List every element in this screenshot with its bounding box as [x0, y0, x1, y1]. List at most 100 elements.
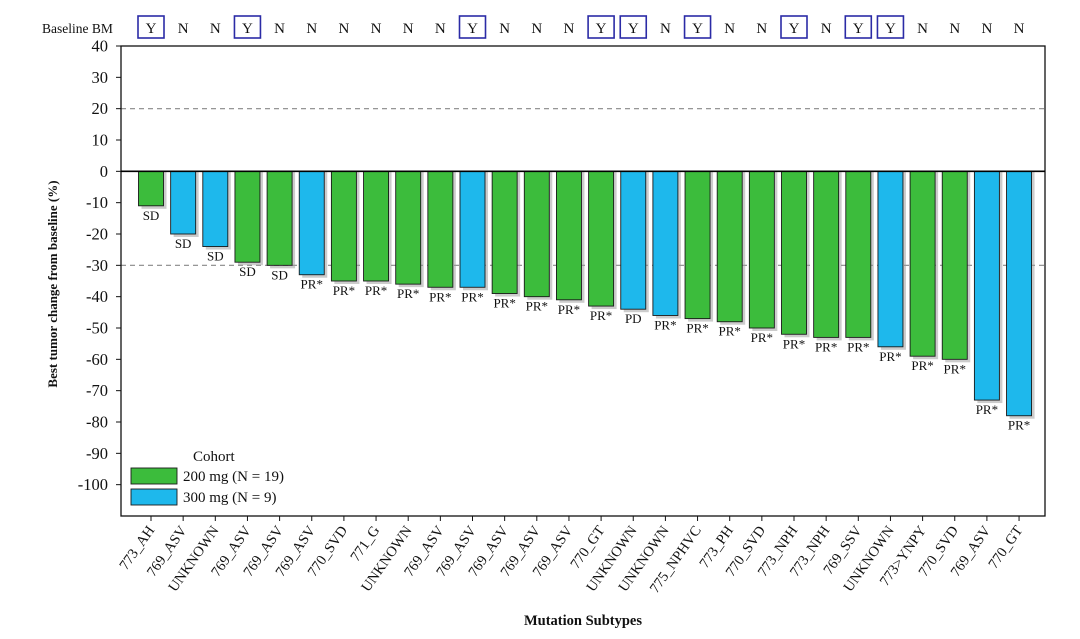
baseline-bm-value: N	[499, 21, 510, 37]
bar-response-label: PR*	[718, 324, 740, 339]
bar	[845, 170, 872, 338]
bar-response-label: PR*	[429, 289, 451, 304]
baseline-bm-row: Baseline BM Y N N Y N N N N N N Y N N N Y Y N Y N N Y N Y Y N N N N	[42, 15, 1025, 39]
baseline-bm-box	[844, 15, 873, 39]
bar-response-label: SD	[175, 236, 192, 251]
legend-swatch	[130, 488, 178, 506]
bar	[813, 170, 840, 338]
bar-response-label: PR*	[1008, 418, 1030, 433]
plot-frame	[120, 45, 1046, 517]
y-tick-label: 30	[92, 68, 109, 87]
baseline-bm-box	[233, 15, 262, 39]
bar-response-label: SD	[143, 208, 160, 223]
bar-response-label: PR*	[686, 321, 708, 336]
baseline-bm-value: N	[724, 21, 735, 37]
y-tick-label: -20	[86, 225, 108, 244]
bar	[170, 170, 197, 235]
bar	[748, 170, 775, 329]
bar	[588, 170, 615, 307]
bar	[523, 170, 550, 298]
baseline-bm-value: N	[435, 21, 446, 37]
bar-response-label: PD	[625, 311, 642, 326]
baseline-bm-value: N	[403, 21, 414, 37]
bar	[363, 170, 389, 282]
y-tick-label: 0	[100, 162, 108, 181]
baseline-bm-value: N	[1014, 21, 1025, 37]
bar-response-label: PR*	[526, 299, 548, 314]
baseline-bm-value: N	[949, 21, 960, 37]
bar	[298, 170, 325, 276]
baseline-bm-value: N	[981, 21, 992, 37]
baseline-bm-value: Y	[467, 21, 478, 37]
bar-response-label: PR*	[815, 339, 837, 354]
bar-response-label: PR*	[493, 296, 515, 311]
bar	[395, 170, 422, 285]
y-tick-label: -60	[86, 350, 108, 369]
legend-title: Cohort	[193, 449, 236, 465]
y-tick-label: -90	[86, 444, 108, 463]
bar	[909, 170, 936, 357]
legend-entry-label: 200 mg (N = 19)	[183, 469, 284, 485]
bar-response-label: PR*	[783, 336, 805, 351]
y-tick-label: -40	[86, 287, 108, 306]
baseline-bm-value: Y	[885, 21, 896, 37]
bar-response-label: PR*	[944, 361, 966, 376]
bar	[973, 170, 1000, 401]
bar-response-label: PR*	[461, 289, 483, 304]
bar	[202, 170, 229, 247]
y-tick-label: -100	[78, 475, 108, 494]
y-tick-label: 10	[92, 131, 109, 150]
y-axis-label: Best tumor change from baseline (%)	[45, 180, 60, 387]
baseline-bm-value: N	[210, 21, 221, 37]
x-tick-label: 770_GT	[985, 523, 1026, 572]
y-tick-label: -70	[86, 381, 108, 400]
bar-response-label: PR*	[397, 286, 419, 301]
bar-response-label: PR*	[879, 349, 901, 364]
bar	[620, 170, 647, 310]
bar-labels-group: SD SD SD SD SD PR* PR* PR* PR* PR* PR* PR* PR* PR* PR*…	[143, 208, 1031, 433]
bar-response-label: PR*	[847, 339, 869, 354]
bar-response-label: PR*	[333, 283, 355, 298]
bar	[459, 170, 486, 288]
baseline-bm-value: N	[371, 21, 382, 37]
bar	[1006, 170, 1032, 417]
baseline-bm-value: N	[178, 21, 189, 37]
bar-response-label: PR*	[365, 283, 387, 298]
y-tick-label: 20	[92, 99, 109, 118]
baseline-bm-value: N	[821, 21, 832, 37]
bar	[941, 170, 968, 360]
bar-response-label: SD	[239, 264, 256, 279]
baseline-bm-value: Y	[242, 21, 253, 37]
baseline-bm-value: N	[338, 21, 349, 37]
bar	[138, 170, 164, 207]
baseline-bm-value: Y	[853, 21, 864, 37]
baseline-bm-box	[876, 15, 905, 39]
y-tick-label: -10	[86, 193, 108, 212]
baseline-bm-value: N	[531, 21, 542, 37]
legend: Cohort 200 mg (N = 19) 300 mg (N = 9)	[130, 449, 284, 506]
bar-response-label: PR*	[301, 277, 323, 292]
baseline-bm-value: N	[756, 21, 767, 37]
baseline-bm-value: N	[564, 21, 575, 37]
bar	[427, 170, 454, 288]
y-tick-label: -30	[86, 256, 108, 275]
bar	[491, 170, 518, 294]
baseline-bm-box	[458, 15, 487, 39]
baseline-bm-box	[619, 15, 648, 39]
y-tick-label: -50	[86, 319, 108, 338]
bar	[684, 170, 711, 320]
legend-entry-label: 300 mg (N = 9)	[183, 490, 276, 506]
bars-group	[138, 170, 1035, 419]
baseline-bm-value: Y	[628, 21, 639, 37]
baseline-bm-label: Baseline BM	[42, 21, 113, 36]
baseline-bm-box	[780, 15, 808, 39]
bar-response-label: PR*	[911, 358, 933, 373]
baseline-bm-value: N	[306, 21, 317, 37]
baseline-bm-value: N	[917, 21, 928, 37]
baseline-bm-value: N	[274, 21, 285, 37]
baseline-bm-box	[683, 15, 712, 39]
baseline-bm-value: Y	[146, 21, 157, 37]
bar	[234, 170, 261, 263]
baseline-bm-box	[587, 15, 615, 39]
